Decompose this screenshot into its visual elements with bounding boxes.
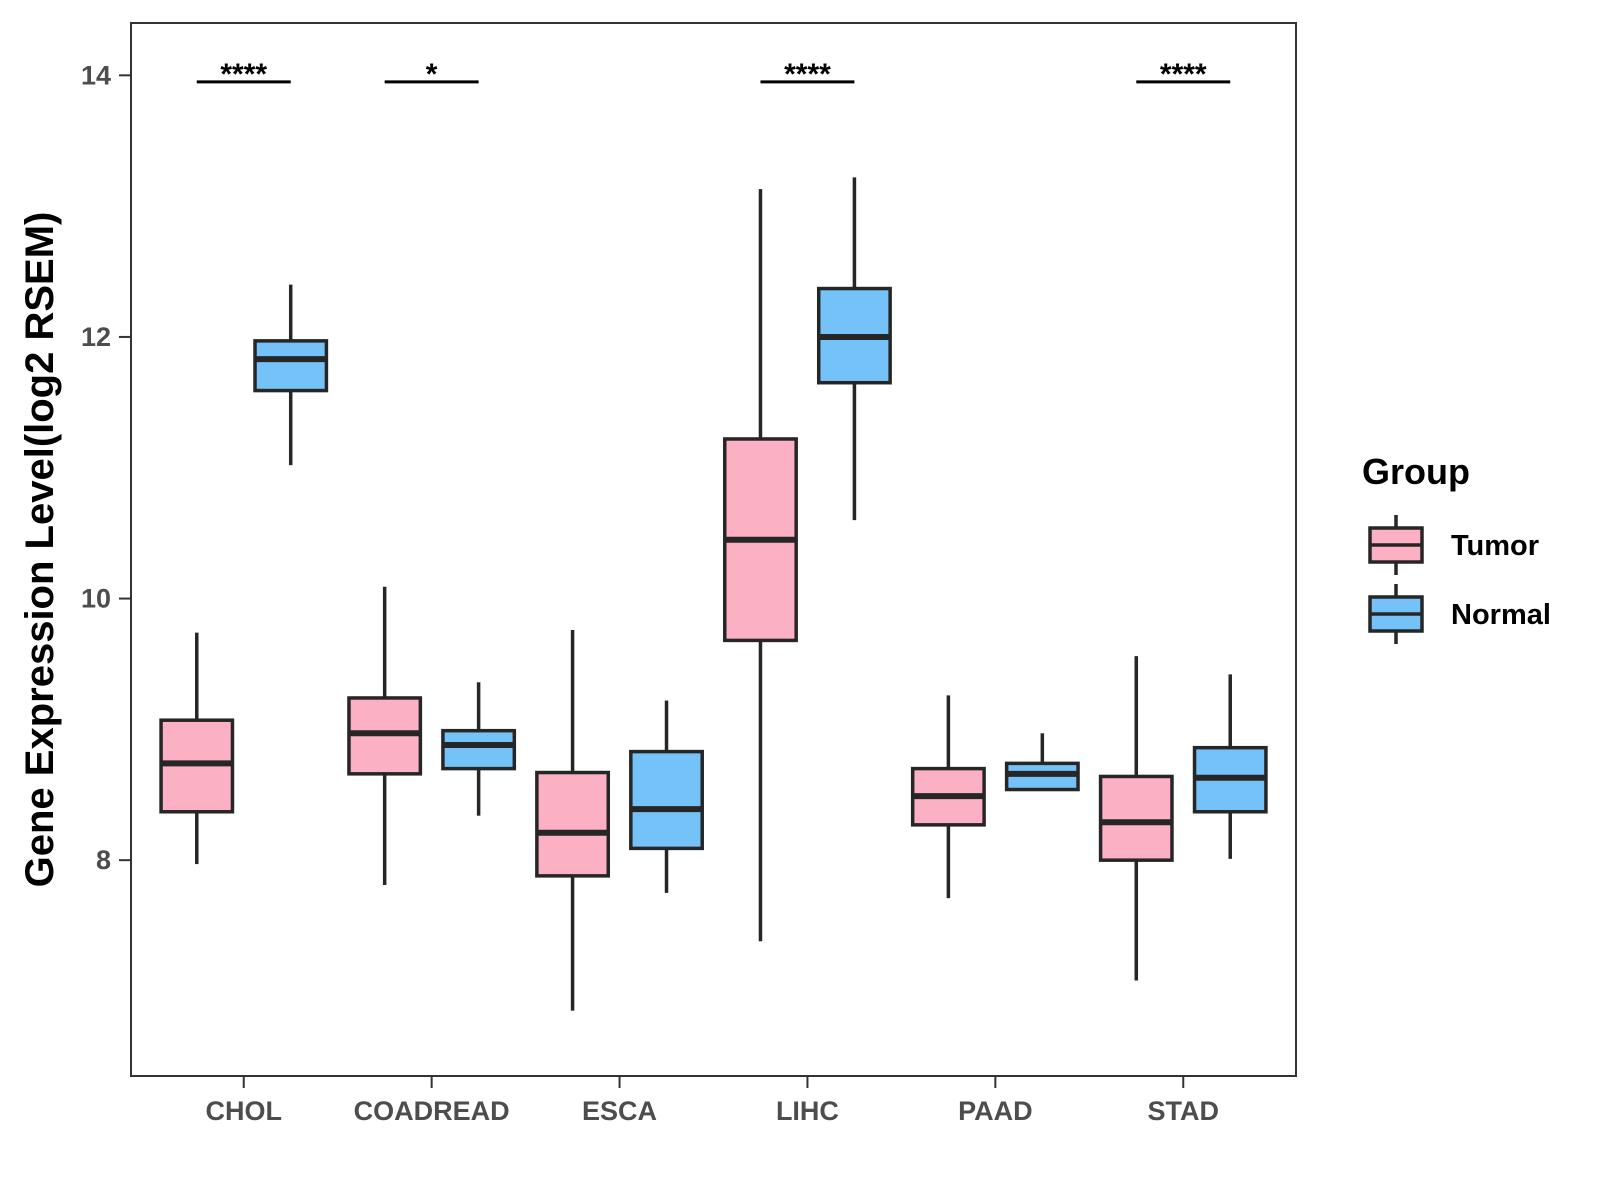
y-axis-title: Gene Expression Level(log2 RSEM) — [18, 212, 62, 888]
box-chol-normal — [253, 284, 329, 466]
box-coadread-normal — [441, 682, 517, 816]
legend-label-tumor: Tumor — [1451, 530, 1539, 562]
box-stad-tumor — [1098, 656, 1174, 981]
box-esca-normal — [629, 700, 704, 893]
box-paad-normal — [1004, 733, 1080, 792]
y-tick-label-8: 8 — [96, 845, 111, 875]
box-lihc-normal — [816, 177, 892, 521]
legend-label-normal: Normal — [1451, 599, 1551, 631]
panel-border — [130, 22, 1297, 1077]
box-lihc-tumor — [723, 189, 798, 942]
legend-item-normal: Normal — [1368, 584, 1551, 644]
legend: Group Tumor Normal — [1362, 451, 1551, 644]
y-tick-label-14: 14 — [81, 60, 111, 90]
iqr-box-chol-normal — [253, 339, 329, 393]
y-tick-label-12: 12 — [81, 322, 111, 352]
y-tick-label-10: 10 — [81, 584, 111, 614]
plot-area: **** * **** **** — [159, 58, 1268, 1011]
x-tick-label-esca: ESCA — [582, 1096, 657, 1126]
iqr-box-coadread-normal — [441, 728, 517, 771]
significance-label-chol: **** — [220, 58, 267, 91]
significance-label-stad: **** — [1160, 58, 1207, 91]
significance-label-lihc: **** — [784, 58, 831, 91]
box-stad-normal — [1192, 674, 1268, 859]
box-chol-tumor — [159, 632, 235, 865]
legend-title: Group — [1362, 451, 1470, 492]
x-tick-label-coadread: COADREAD — [354, 1096, 510, 1126]
iqr-box-stad-tumor — [1098, 774, 1174, 862]
iqr-box-esca-normal — [629, 749, 704, 851]
x-tick-label-paad: PAAD — [958, 1096, 1033, 1126]
box-coadread-tumor — [347, 586, 423, 886]
significance-label-coadread: * — [426, 58, 438, 91]
y-axis: 8 10 12 14 — [81, 60, 131, 875]
iqr-box-esca-tumor — [535, 770, 611, 878]
x-tick-label-stad: STAD — [1148, 1096, 1220, 1126]
legend-item-tumor: Tumor — [1368, 515, 1539, 575]
box-esca-tumor — [535, 629, 611, 1011]
box-paad-tumor — [910, 695, 986, 899]
x-tick-label-lihc: LIHC — [776, 1096, 839, 1126]
x-axis: CHOL COADREAD ESCA LIHC PAAD STAD — [205, 1076, 1219, 1126]
x-tick-label-chol: CHOL — [205, 1096, 282, 1126]
